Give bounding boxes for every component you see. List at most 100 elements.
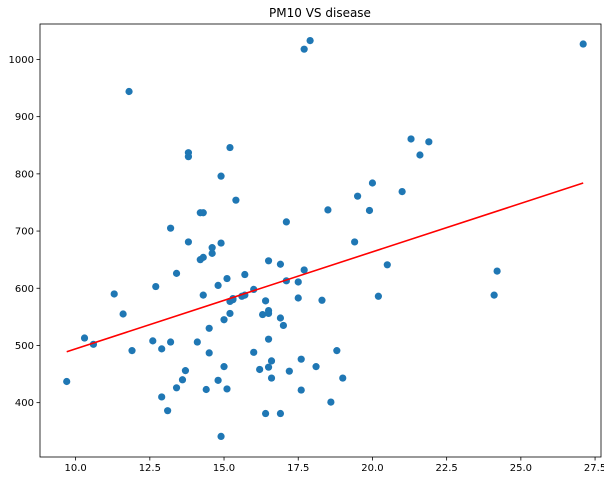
scatter-point bbox=[214, 376, 222, 384]
scatter-point bbox=[493, 267, 501, 275]
scatter-point bbox=[250, 348, 258, 356]
scatter-point bbox=[158, 393, 166, 401]
scatter-point bbox=[267, 374, 276, 382]
y-tick-label: 600 bbox=[15, 284, 34, 295]
scatter-point bbox=[579, 40, 587, 48]
scatter-point bbox=[217, 172, 225, 180]
x-tick-label: 15.0 bbox=[213, 463, 235, 474]
scatter-point bbox=[300, 266, 308, 274]
scatter-point bbox=[63, 377, 71, 386]
scatter-point bbox=[172, 269, 181, 277]
scatter-point bbox=[279, 321, 287, 330]
scatter-point bbox=[223, 385, 231, 393]
scatter-point bbox=[199, 253, 207, 261]
scatter-point bbox=[178, 376, 187, 384]
scatter-point bbox=[264, 335, 273, 343]
scatter-point bbox=[339, 374, 347, 382]
chart-title: PM10 VS disease bbox=[269, 6, 371, 20]
scatter-point bbox=[80, 334, 89, 342]
y-tick-label: 900 bbox=[15, 112, 34, 123]
scatter-point bbox=[354, 192, 362, 200]
scatter-point bbox=[164, 407, 172, 415]
axes: 10.0 12.5 15.0 17.5 20.0 22.5 25.0 27.5 400 500 60… bbox=[9, 23, 604, 474]
scatter-point bbox=[125, 87, 133, 96]
scatter-point bbox=[267, 357, 276, 365]
scatter-point bbox=[199, 209, 207, 217]
scatter-point bbox=[351, 238, 359, 246]
scatter-point bbox=[425, 138, 433, 146]
scatter-point bbox=[167, 338, 175, 346]
scatter-point bbox=[276, 314, 285, 322]
scatter-point bbox=[276, 409, 285, 418]
scatter-point bbox=[297, 355, 305, 363]
scatter-point bbox=[276, 260, 285, 268]
scatter-point bbox=[208, 249, 216, 257]
scatter-point bbox=[208, 244, 216, 252]
scatter-point bbox=[407, 135, 415, 143]
scatter-point bbox=[110, 290, 118, 298]
scatter-point bbox=[264, 309, 273, 318]
x-tick-label: 27.5 bbox=[584, 463, 604, 474]
scatter-point bbox=[256, 365, 264, 374]
scatter-point bbox=[365, 206, 374, 215]
x-tick-label: 10.0 bbox=[64, 463, 86, 474]
y-tick-label: 400 bbox=[15, 398, 34, 409]
scatter-point bbox=[282, 218, 290, 226]
x-tick-label: 22.5 bbox=[436, 463, 458, 474]
scatter-point bbox=[306, 36, 314, 45]
scatter-point bbox=[149, 337, 157, 345]
scatter-point bbox=[205, 324, 213, 332]
scatter-point bbox=[259, 310, 267, 319]
x-tick-label: 17.5 bbox=[287, 463, 309, 474]
scatter-point bbox=[217, 432, 225, 441]
x-tick-label: 20.0 bbox=[361, 463, 383, 474]
scatter-point bbox=[300, 45, 308, 53]
scatter-point bbox=[327, 398, 335, 406]
scatter-point bbox=[214, 281, 222, 289]
scatter-point bbox=[152, 282, 160, 291]
scatter-point bbox=[324, 206, 332, 214]
y-tick-label: 500 bbox=[15, 341, 34, 352]
scatter-point bbox=[374, 292, 382, 300]
scatter-point bbox=[202, 385, 210, 394]
x-tick-label: 12.5 bbox=[139, 463, 161, 474]
y-tick-label: 700 bbox=[15, 227, 34, 238]
scatter-point bbox=[128, 347, 136, 355]
scatter-point bbox=[312, 363, 320, 371]
scatter-point bbox=[172, 384, 181, 392]
plot-area bbox=[63, 36, 587, 441]
scatter-point bbox=[226, 309, 234, 318]
scatter-point bbox=[318, 296, 326, 304]
scatter-point bbox=[220, 316, 228, 324]
scatter-point bbox=[294, 294, 302, 302]
scatter-point bbox=[368, 179, 377, 187]
scatter-point bbox=[416, 151, 424, 159]
scatter-point bbox=[241, 270, 249, 279]
y-tick-label: 800 bbox=[15, 169, 34, 180]
scatter-point bbox=[217, 239, 225, 247]
scatter-point bbox=[226, 143, 234, 152]
scatter-point bbox=[119, 310, 127, 318]
scatter-point bbox=[285, 367, 293, 375]
scatter-point bbox=[158, 345, 166, 353]
regression-line bbox=[66, 182, 584, 353]
scatter-point bbox=[184, 149, 193, 157]
scatter-point bbox=[333, 347, 341, 355]
scatter-point bbox=[294, 278, 302, 286]
scatter-point bbox=[261, 409, 270, 418]
y-tick-label: 1000 bbox=[9, 55, 34, 66]
scatter-point bbox=[184, 238, 193, 246]
scatter-point bbox=[205, 349, 213, 357]
scatter-point bbox=[398, 187, 406, 196]
plot-frame bbox=[39, 23, 602, 458]
scatter-point bbox=[199, 291, 207, 299]
scatter-point bbox=[297, 386, 305, 394]
scatter-point bbox=[167, 224, 175, 232]
scatter-point bbox=[383, 261, 391, 269]
scatter-point bbox=[490, 291, 498, 299]
scatter-point bbox=[261, 297, 270, 305]
scatter-point bbox=[232, 196, 240, 204]
scatter-point bbox=[264, 257, 273, 265]
